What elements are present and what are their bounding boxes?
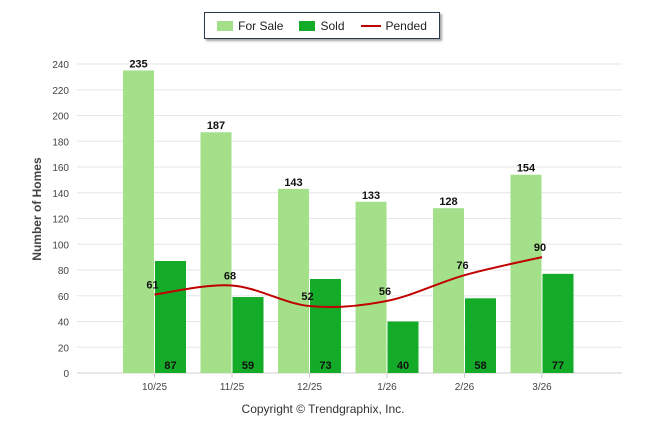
y-tick-label: 220 [52,86,69,97]
bar-for-sale [433,208,464,373]
data-label-pended: 61 [146,279,158,291]
bar-for-sale [355,201,387,373]
y-tick-label: 80 [58,266,70,277]
y-tick-label: 240 [52,60,69,71]
bar-for-sale [278,188,309,373]
bar-sold [310,279,341,373]
x-tick-label: 12/25 [297,382,322,393]
data-label-pended: 68 [224,270,236,282]
bar-for-sale [123,70,154,373]
y-tick-label: 160 [52,163,69,174]
data-label-sold: 77 [552,360,564,372]
legend-label-for-sale: For Sale [238,18,284,33]
data-label-for-sale: 143 [284,177,302,189]
bar-sold [465,298,496,373]
data-label-for-sale: 235 [129,58,147,70]
x-tick-label: 10/25 [142,382,167,393]
y-tick-label: 120 [52,215,69,226]
y-tick-label: 40 [58,318,70,329]
data-label-pended: 90 [534,242,546,254]
data-label-for-sale: 187 [207,120,225,132]
legend-item-sold[interactable]: Sold [299,18,345,33]
bar-sold [232,297,264,373]
data-label-sold: 73 [319,360,331,372]
copyright-footer: Copyright © Trendgraphix, Inc. [241,402,405,416]
bar-for-sale [200,132,232,373]
series-line-pended [154,256,543,309]
y-axis-label: Number of Homes [30,157,44,261]
y-tick-label: 100 [52,240,69,251]
legend-swatch-for-sale [217,20,234,31]
y-tick-label: 200 [52,112,69,123]
data-label-for-sale: 154 [517,163,536,175]
legend-swatch-pended [360,24,381,27]
data-label-pended: 56 [379,286,391,298]
legend-item-for-sale[interactable]: For Sale [217,19,283,33]
x-tick-label: 11/25 [220,382,245,393]
legend-label-sold: Sold [320,18,345,33]
bar-sold [542,273,574,373]
bar-for-sale [510,174,542,373]
data-label-pended: 76 [456,260,468,272]
y-tick-label: 60 [58,292,70,303]
legend-item-pended[interactable]: Pended [360,18,427,33]
data-label-pended: 52 [301,291,313,303]
legend: For Sale Sold Pended [204,12,440,39]
y-tick-label: 140 [52,189,69,200]
bar-sold [387,321,419,373]
x-tick-label: 3/26 [532,382,552,393]
x-tick-label: 2/26 [455,382,475,393]
legend-swatch-sold [299,20,316,31]
data-label-sold: 58 [474,360,486,372]
data-label-sold: 40 [397,360,409,372]
data-label-sold: 59 [242,360,254,372]
legend-label-pended: Pended [385,18,427,33]
y-tick-label: 180 [52,137,69,148]
data-label-for-sale: 128 [439,196,457,208]
data-label-sold: 87 [164,360,176,372]
y-tick-label: 0 [63,369,69,380]
data-label-for-sale: 133 [362,190,380,202]
x-tick-label: 1/26 [377,382,397,393]
y-tick-label: 20 [58,343,70,354]
bar-sold [155,260,186,373]
